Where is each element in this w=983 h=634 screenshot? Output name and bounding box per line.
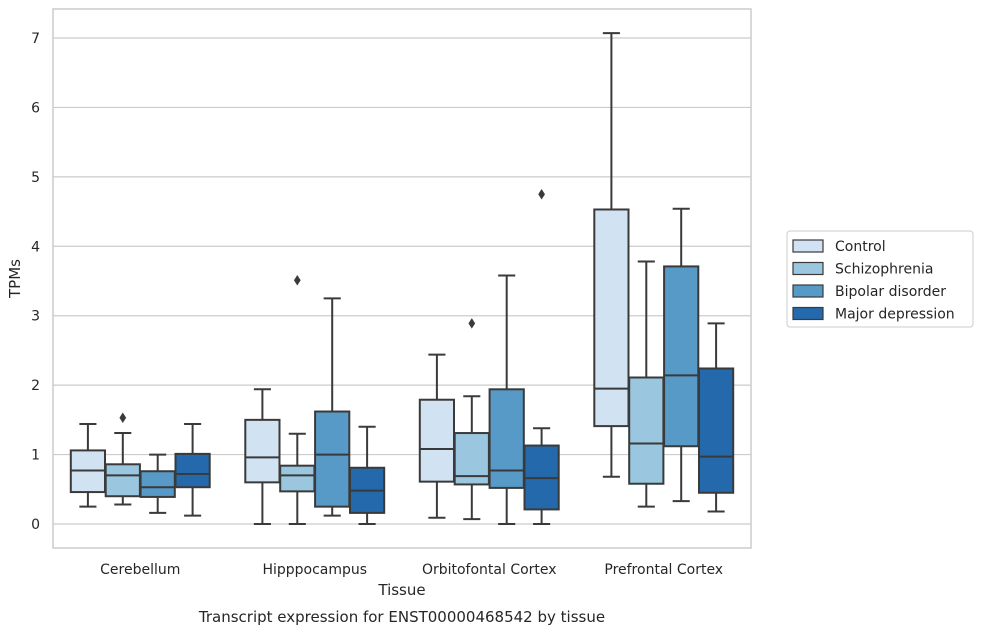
y-tick-label: 1: [31, 448, 40, 464]
box-schizophrenia: [104, 412, 141, 506]
y-tick-labels: 0 1 2 3 4 5 6 7: [31, 31, 40, 533]
y-tick-label: 7: [31, 31, 40, 47]
box-control: [69, 423, 107, 508]
legend-swatch: [792, 261, 824, 276]
box-bipolar-disorder: [488, 274, 525, 525]
box-body: [663, 265, 700, 448]
x-tick-label: Prefrontal Cortex: [604, 562, 723, 578]
y-tick-label: 6: [31, 100, 40, 116]
box-control: [593, 32, 630, 478]
legend-swatch: [792, 306, 824, 321]
box-bipolar-disorder: [663, 207, 700, 503]
box-major-depression: [174, 423, 211, 517]
legend-swatch: [792, 239, 824, 253]
x-tick-labels: Cerebellum Hipppocampus Orbitofontal Corte…: [100, 562, 723, 578]
y-tick-label: 2: [31, 378, 40, 394]
legend-label: Control: [835, 239, 886, 255]
box-schizophrenia: [628, 260, 665, 508]
outlier-point: [538, 188, 545, 200]
chart-caption: Transcript expression for ENST0000046854…: [198, 608, 605, 626]
box-body: [104, 463, 141, 498]
box-body: [593, 208, 630, 428]
box-body: [488, 388, 525, 489]
box-schizophrenia: [279, 275, 316, 525]
y-tick-label: 5: [31, 170, 40, 186]
y-tick-label: 4: [31, 239, 40, 255]
box-body: [244, 418, 281, 484]
gridlines: [53, 37, 751, 525]
box-body: [279, 464, 316, 493]
legend: Control Schizophrenia Bipolar disorder Majo…: [786, 230, 974, 328]
plot-frame: [52, 8, 752, 549]
legend-swatch: [792, 284, 824, 298]
box-body: [174, 452, 211, 489]
legend-box: [786, 230, 974, 328]
box-body: [418, 398, 456, 483]
x-tick-label: Orbitofontal Cortex: [422, 562, 557, 578]
box-schizophrenia: [453, 318, 490, 521]
box-body: [139, 470, 176, 498]
box-major-depression: [697, 322, 735, 513]
x-axis-label: Tissue: [377, 581, 425, 599]
legend-label: Major depression: [835, 307, 955, 323]
box-major-depression: [523, 188, 560, 525]
boxes: [69, 32, 735, 525]
y-tick-label: 3: [31, 309, 40, 325]
x-tick-label: Hipppocampus: [262, 562, 367, 578]
box-body: [628, 376, 665, 485]
box-bipolar-disorder: [314, 297, 351, 517]
outlier-point: [119, 412, 127, 424]
legend-label: Schizophrenia: [835, 262, 933, 278]
box-body: [697, 367, 735, 494]
y-tick-label: 0: [31, 517, 40, 533]
box-control: [244, 388, 281, 525]
outlier-point: [293, 275, 301, 286]
y-axis-label: TPMs: [6, 259, 24, 299]
box-control: [418, 353, 456, 519]
box-bipolar-disorder: [139, 453, 176, 514]
outlier-point: [468, 318, 476, 329]
box-major-depression: [348, 425, 386, 525]
x-tick-label: Cerebellum: [100, 562, 180, 578]
box-body: [314, 410, 351, 508]
legend-label: Bipolar disorder: [835, 284, 946, 300]
